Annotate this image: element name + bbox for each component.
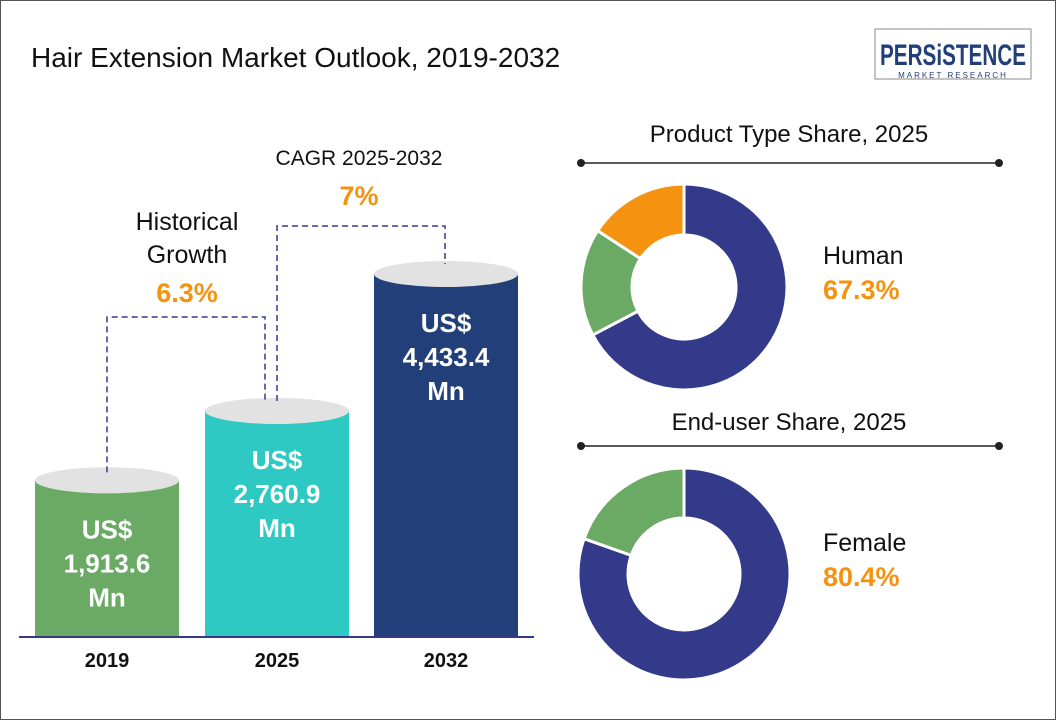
pie-title: End-user Share, 2025: [672, 409, 907, 436]
rule-dot: [577, 159, 585, 167]
historical-label: Growth: [147, 241, 228, 269]
pie-highlight-label: Human: [823, 242, 904, 270]
bar-value-label: Mn: [427, 376, 465, 406]
pie-highlight-label: Female: [823, 529, 906, 557]
historical-connector: [106, 316, 266, 473]
logo-subtext: MARKET RESEARCH: [898, 71, 1008, 80]
pie-slice-female: [576, 466, 792, 682]
pie-slice: [595, 182, 686, 261]
x-tick-label: 2025: [255, 650, 300, 672]
bar-value-label: 4,433.4: [403, 342, 490, 372]
pie-slice: [582, 466, 686, 558]
x-tick-label: 2032: [424, 650, 469, 672]
bar-2025: [205, 410, 349, 637]
pie-slice-human: [590, 182, 789, 392]
bar-value-label: Mn: [258, 513, 296, 543]
bar-top-cap: [374, 261, 518, 287]
bar-value-label: US$: [252, 445, 303, 475]
bar-top-cap: [205, 397, 349, 424]
bar-2032: [374, 274, 518, 637]
logo: PERSiSTENCE MARKET RESEARCH: [874, 28, 1032, 80]
bar-value-label: Mn: [88, 582, 126, 612]
bar-2019: [35, 480, 179, 637]
pie-highlight-value: 67.3%: [823, 275, 900, 305]
bar-value-label: US$: [82, 514, 133, 544]
rule-dot: [577, 442, 585, 450]
bar-value-label: 1,913.6: [64, 548, 151, 578]
pie-title: Product Type Share, 2025: [650, 121, 928, 148]
cagr-connector: [276, 225, 446, 401]
bar-value-label: 2,760.9: [234, 479, 321, 509]
chart-title: Hair Extension Market Outlook, 2019-2032: [31, 42, 560, 73]
logo-text: PERSiSTENCE: [880, 39, 1026, 72]
rule-dot: [995, 159, 1003, 167]
historical-label: Historical: [136, 208, 239, 236]
pie-highlight-value: 80.4%: [823, 562, 900, 592]
bar-value-label: US$: [421, 308, 472, 338]
bar-top-cap: [35, 467, 179, 494]
rule-dot: [995, 442, 1003, 450]
x-tick-label: 2019: [85, 650, 130, 672]
historical-value: 6.3%: [156, 278, 218, 308]
cagr-value: 7%: [339, 181, 378, 211]
cagr-label: CAGR 2025-2032: [276, 147, 443, 170]
